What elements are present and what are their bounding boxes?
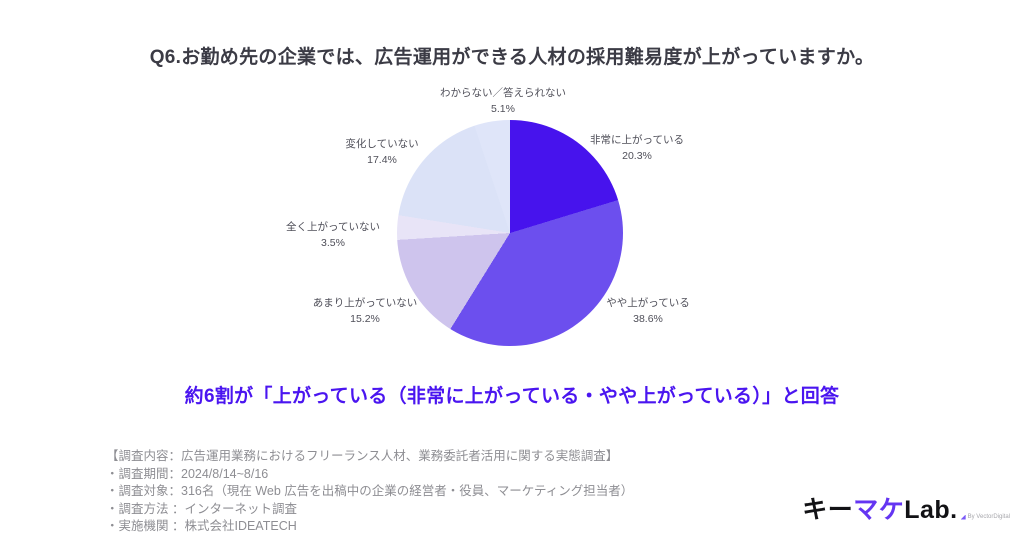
survey-notes: 【調査内容：広告運用業務におけるフリーランス人材、業務委託者活用に関する実態調査… [106,448,633,536]
pie-label-yaya-agatteiru: やや上がっている 38.6% [606,295,689,327]
pie-chart [397,120,623,346]
survey-note-line: ・調査方法 ：インターネット調査 [106,501,297,516]
pie-label-text: わからない／答えられない [440,87,566,99]
survey-note-line: ・実施機関 ：株式会社IDEATECH [106,519,297,534]
pie-label-wakaranai: わからない／答えられない 5.1% [440,85,566,117]
pie-label-text: 全く上がっていない [286,221,380,233]
pie-label-amari-agatteinai: あまり上がっていない 15.2% [313,295,417,327]
pie-label-percent: 20.3% [622,150,652,162]
logo-triangle-icon [960,514,966,520]
pie-label-text: 変化していない [345,138,419,150]
pie-label-henka-shiteinai: 変化していない 17.4% [345,136,418,168]
key-finding-callout: 約6割が「上がっている（非常に上がっている・やや上がっている）」と回答 [184,386,840,407]
keymake-lab-logo: キーマケLab. By VectorDigital [802,494,1010,526]
survey-note-line: 【調査内容：広告運用業務におけるフリーランス人材、業務委託者活用に関する実態調査… [106,449,619,463]
pie-label-percent: 15.2% [350,313,380,325]
logo-wordmark: キーマケLab. [802,496,958,524]
logo-byline-text: By VectorDigital [967,514,1010,520]
pie-label-hijou-ni-agatteiru: 非常に上がっている 20.3% [590,132,684,164]
pie-label-mattaku-agatteinai: 全く上がっていない 3.5% [286,219,380,251]
survey-note-line: ・調査対象：316名（現在 Web 広告を出稿中の企業の経営者・役員、マーケティ… [106,484,634,499]
pie-label-text: 非常に上がっている [590,134,684,146]
survey-question-title: Q6.お勤め先の企業では、広告運用ができる人材の採用難易度が上がっていますか。 [149,47,875,68]
survey-note-line: ・調査期間：2024/8/14~8/16 [106,466,269,481]
pie-label-percent: 5.1% [491,103,515,115]
pie-label-text: あまり上がっていない [312,297,418,309]
logo-byline: By VectorDigital [960,514,1010,526]
pie-label-percent: 3.5% [321,237,345,249]
pie-label-percent: 38.6% [633,313,663,325]
pie-label-percent: 17.4% [367,154,397,166]
pie-label-text: やや上がっている [606,297,690,309]
